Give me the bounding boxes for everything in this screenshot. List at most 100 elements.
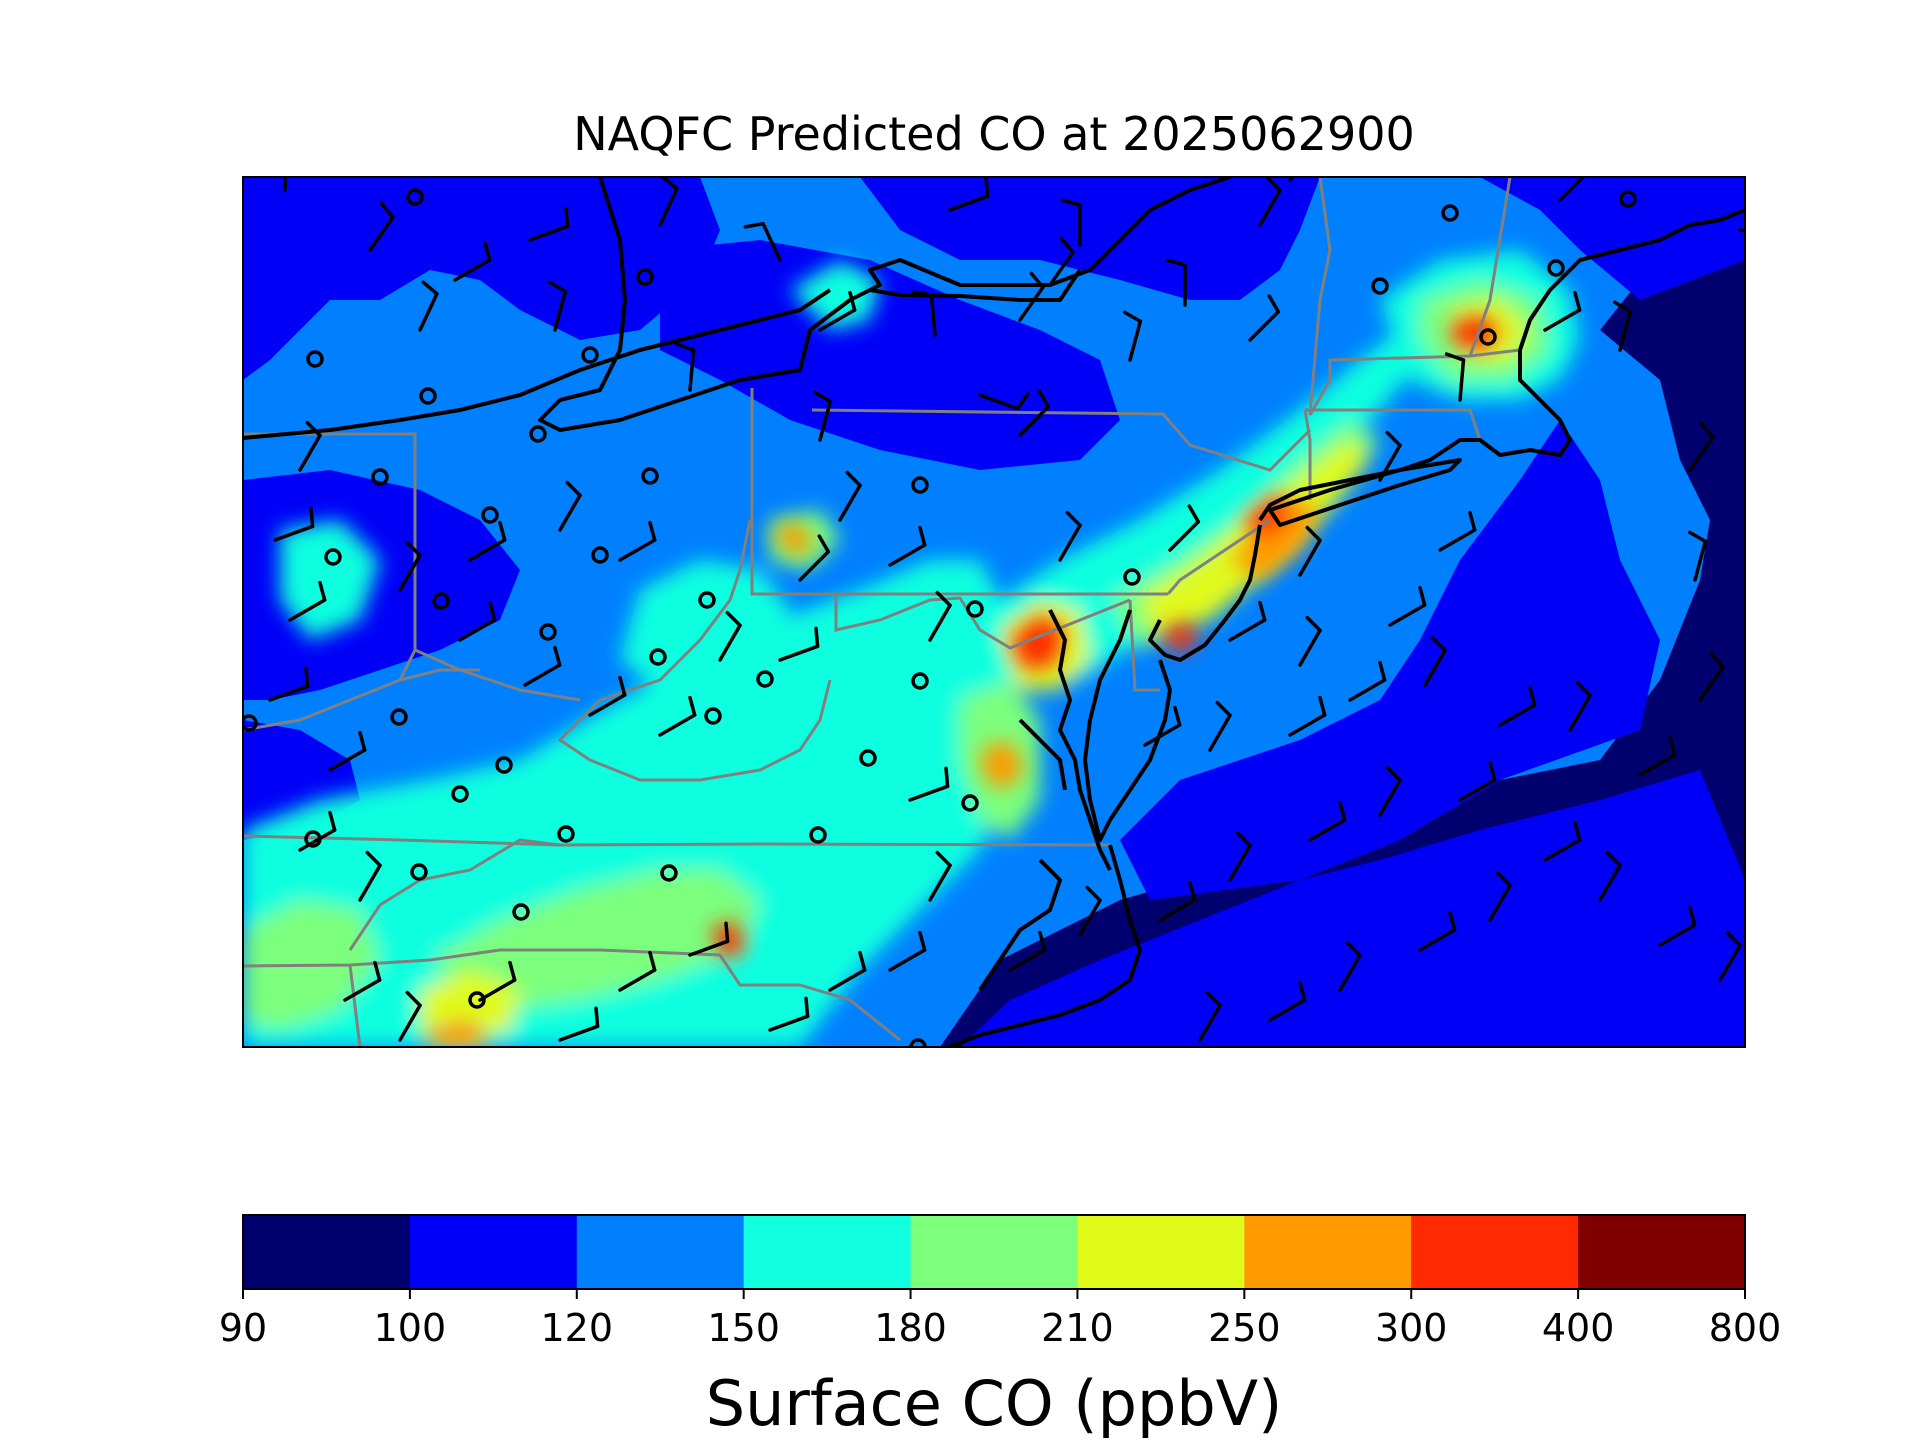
wind-barb-flag xyxy=(848,290,857,312)
wind-barb-flag xyxy=(1065,510,1082,528)
us-canada-border xyxy=(538,177,1231,432)
wind-barb-shaft xyxy=(1458,778,1497,802)
colorbar-bin xyxy=(910,1215,1078,1289)
wind-barb-shaft xyxy=(1288,713,1327,737)
wind-barb-shaft xyxy=(453,258,492,282)
wind-barb-shaft xyxy=(1248,309,1281,342)
wind-barb-shaft xyxy=(761,221,782,262)
observation-site-marker xyxy=(468,991,486,1009)
state-border-nc-sc-tn xyxy=(243,948,901,1047)
wind-barb-flag xyxy=(912,290,934,297)
observation-site-marker xyxy=(809,826,827,844)
wind-barb-shaft xyxy=(1348,678,1387,702)
observation-site-marker xyxy=(1371,277,1389,295)
orange-richmond xyxy=(980,740,1025,790)
va-nc-coast xyxy=(949,844,1142,1047)
wind-barb-shaft xyxy=(1598,863,1622,902)
wind-barb-shaft xyxy=(1618,309,1633,352)
wind-barb-flag xyxy=(483,240,492,262)
wind-barb-flag xyxy=(1385,765,1402,783)
wind-barb-shaft xyxy=(1658,923,1697,947)
wind-barb-shaft xyxy=(1418,928,1457,952)
wind-barb-shaft xyxy=(618,538,657,562)
wind-barb-flag xyxy=(918,930,927,952)
wind-barb-shaft xyxy=(1078,898,1102,937)
observation-sites xyxy=(243,188,1637,1047)
wind-barb-shaft xyxy=(688,939,730,957)
wind-barb-flag xyxy=(804,996,810,1019)
wind-barb-shaft xyxy=(368,215,395,252)
wind-barb-shaft xyxy=(418,291,439,332)
wind-barb-shaft xyxy=(768,1014,810,1032)
colorbar-bin xyxy=(243,1215,411,1289)
wind-barb-flag xyxy=(845,470,862,488)
observation-site-marker xyxy=(406,188,424,206)
cyan-northwest xyxy=(790,260,880,330)
wind-barb-flag xyxy=(1215,700,1232,718)
delmarva-coast xyxy=(1083,609,1172,842)
wind-barb-flag xyxy=(1779,221,1787,237)
observation-site-marker xyxy=(660,864,678,882)
wind-barb-shaft xyxy=(298,433,322,472)
wind-barb-flag xyxy=(1345,940,1362,958)
wind-barb-shaft xyxy=(658,713,697,737)
red-boston xyxy=(1450,315,1500,350)
colorbar-bins xyxy=(243,1215,1746,1289)
observation-site-marker xyxy=(243,714,258,732)
wind-barb-shaft xyxy=(1543,838,1582,862)
observation-site-marker xyxy=(324,548,342,566)
wind-barb-shaft xyxy=(398,1003,422,1042)
observation-site-marker xyxy=(539,623,557,641)
wind-barb-shaft xyxy=(273,524,315,542)
wind-barb-shaft xyxy=(1378,443,1402,482)
colorbar-bin xyxy=(1578,1215,1746,1289)
wind-barb-flag xyxy=(1037,389,1051,409)
wind-barb-flag xyxy=(1418,585,1427,607)
observation-site-marker xyxy=(1619,190,1637,208)
colorbar-tick-label: 180 xyxy=(874,1306,947,1350)
wind-barb-flag xyxy=(743,221,765,229)
wind-barb-shaft xyxy=(1488,883,1512,922)
wind-barbs xyxy=(268,177,1787,1042)
nj-coast xyxy=(1148,524,1262,662)
wind-barb-flag xyxy=(1305,615,1322,633)
wind-barb-flag xyxy=(817,534,831,554)
wind-barb-flag xyxy=(1085,885,1102,903)
wind-barb-flag xyxy=(564,206,570,229)
wind-barb-shaft xyxy=(798,549,831,582)
state-border-ky-va xyxy=(348,838,561,951)
wind-barb-flag xyxy=(1059,236,1075,254)
observation-site-marker xyxy=(581,346,599,364)
observation-site-marker xyxy=(481,506,499,524)
wind-barb-flag xyxy=(1318,695,1327,717)
atlantic-blue-co xyxy=(960,770,1745,1047)
wind-barb-flag xyxy=(373,960,382,982)
wind-barb-flag xyxy=(1298,980,1307,1002)
wind-barb-shaft xyxy=(838,483,862,522)
wind-barb-shaft xyxy=(1168,519,1201,552)
observation-site-marker xyxy=(410,863,428,881)
wind-barb-shaft xyxy=(888,543,927,567)
wind-barb-flag xyxy=(488,600,497,622)
wind-barb-shaft xyxy=(288,598,327,622)
observation-site-marker xyxy=(304,830,322,848)
wind-barb-flag xyxy=(1029,271,1045,289)
state-border-de-md xyxy=(1128,599,1160,692)
wind-barb-shaft xyxy=(398,553,422,592)
colorbar-frame xyxy=(242,1214,1746,1290)
chesapeake-west xyxy=(1048,609,1112,871)
wind-barb-shaft xyxy=(358,863,382,902)
observation-site-marker xyxy=(961,794,979,812)
wind-barb-shaft xyxy=(1498,703,1537,727)
wind-barb-flag xyxy=(648,950,657,972)
wind-barb-shaft xyxy=(1558,177,1586,202)
state-border-wv xyxy=(557,519,832,782)
wind-barb-shaft xyxy=(1688,435,1715,472)
wind-barb-flag xyxy=(1165,258,1187,267)
wind-barb-flag xyxy=(1709,651,1725,669)
wind-barb-shaft xyxy=(1638,753,1677,777)
appalachian-cyan-plume xyxy=(243,560,1020,1047)
orange-pittsburgh xyxy=(770,522,815,558)
observation-site-marker xyxy=(432,592,450,610)
